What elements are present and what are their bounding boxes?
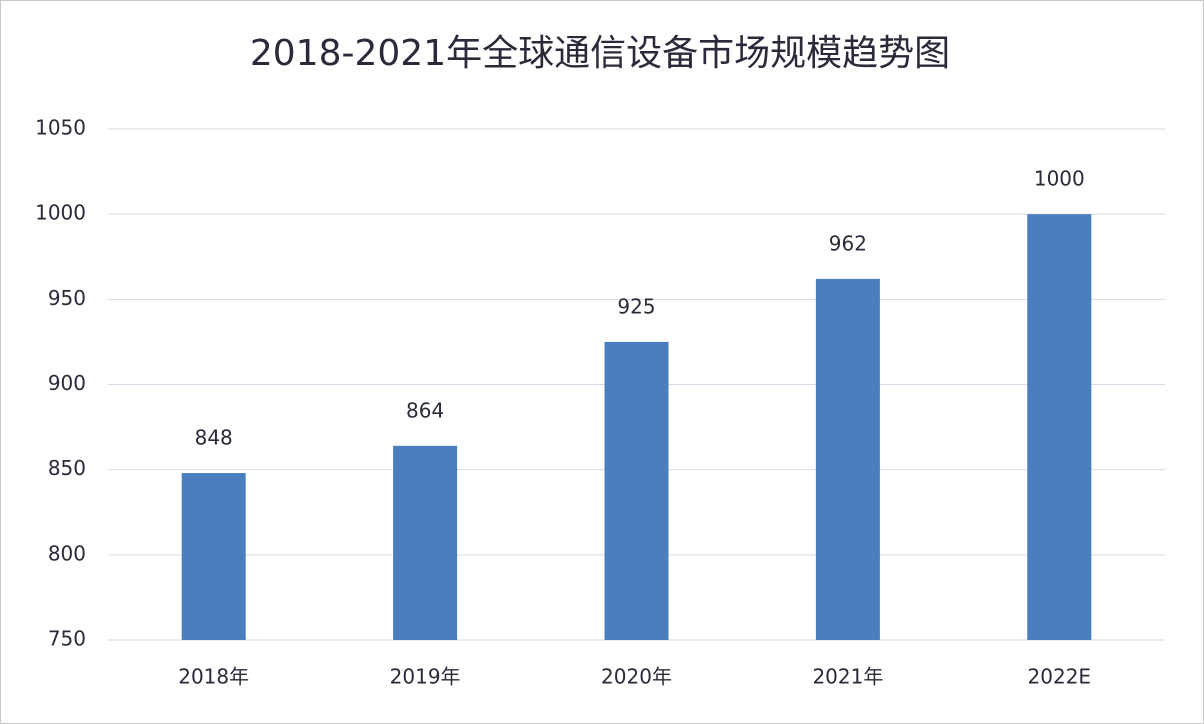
y-tick-label: 1000 xyxy=(35,201,86,225)
y-tick-label: 850 xyxy=(48,456,86,480)
data-label: 962 xyxy=(829,231,867,255)
bar xyxy=(393,445,458,640)
x-tick-label: 2018年 xyxy=(178,665,249,689)
x-tick-label: 2020年 xyxy=(601,665,672,689)
y-tick-label: 750 xyxy=(48,627,86,651)
bar xyxy=(181,473,246,640)
bar xyxy=(1027,214,1092,640)
x-tick-label: 2019年 xyxy=(390,665,461,689)
data-label: 864 xyxy=(406,398,444,422)
y-tick-label: 900 xyxy=(48,371,86,395)
bar xyxy=(604,341,669,640)
data-label: 1000 xyxy=(1034,167,1085,191)
data-label: 925 xyxy=(617,294,655,318)
bar xyxy=(815,278,880,640)
y-tick-label: 800 xyxy=(48,541,86,565)
x-tick-label: 2021年 xyxy=(812,665,883,689)
chart-title: 2018-2021年全球通信设备市场规模趋势图 xyxy=(250,33,950,74)
y-tick-label: 1050 xyxy=(35,116,86,140)
x-tick-label: 2022E xyxy=(1028,665,1092,689)
data-label: 848 xyxy=(195,426,233,450)
y-tick-label: 950 xyxy=(48,286,86,310)
